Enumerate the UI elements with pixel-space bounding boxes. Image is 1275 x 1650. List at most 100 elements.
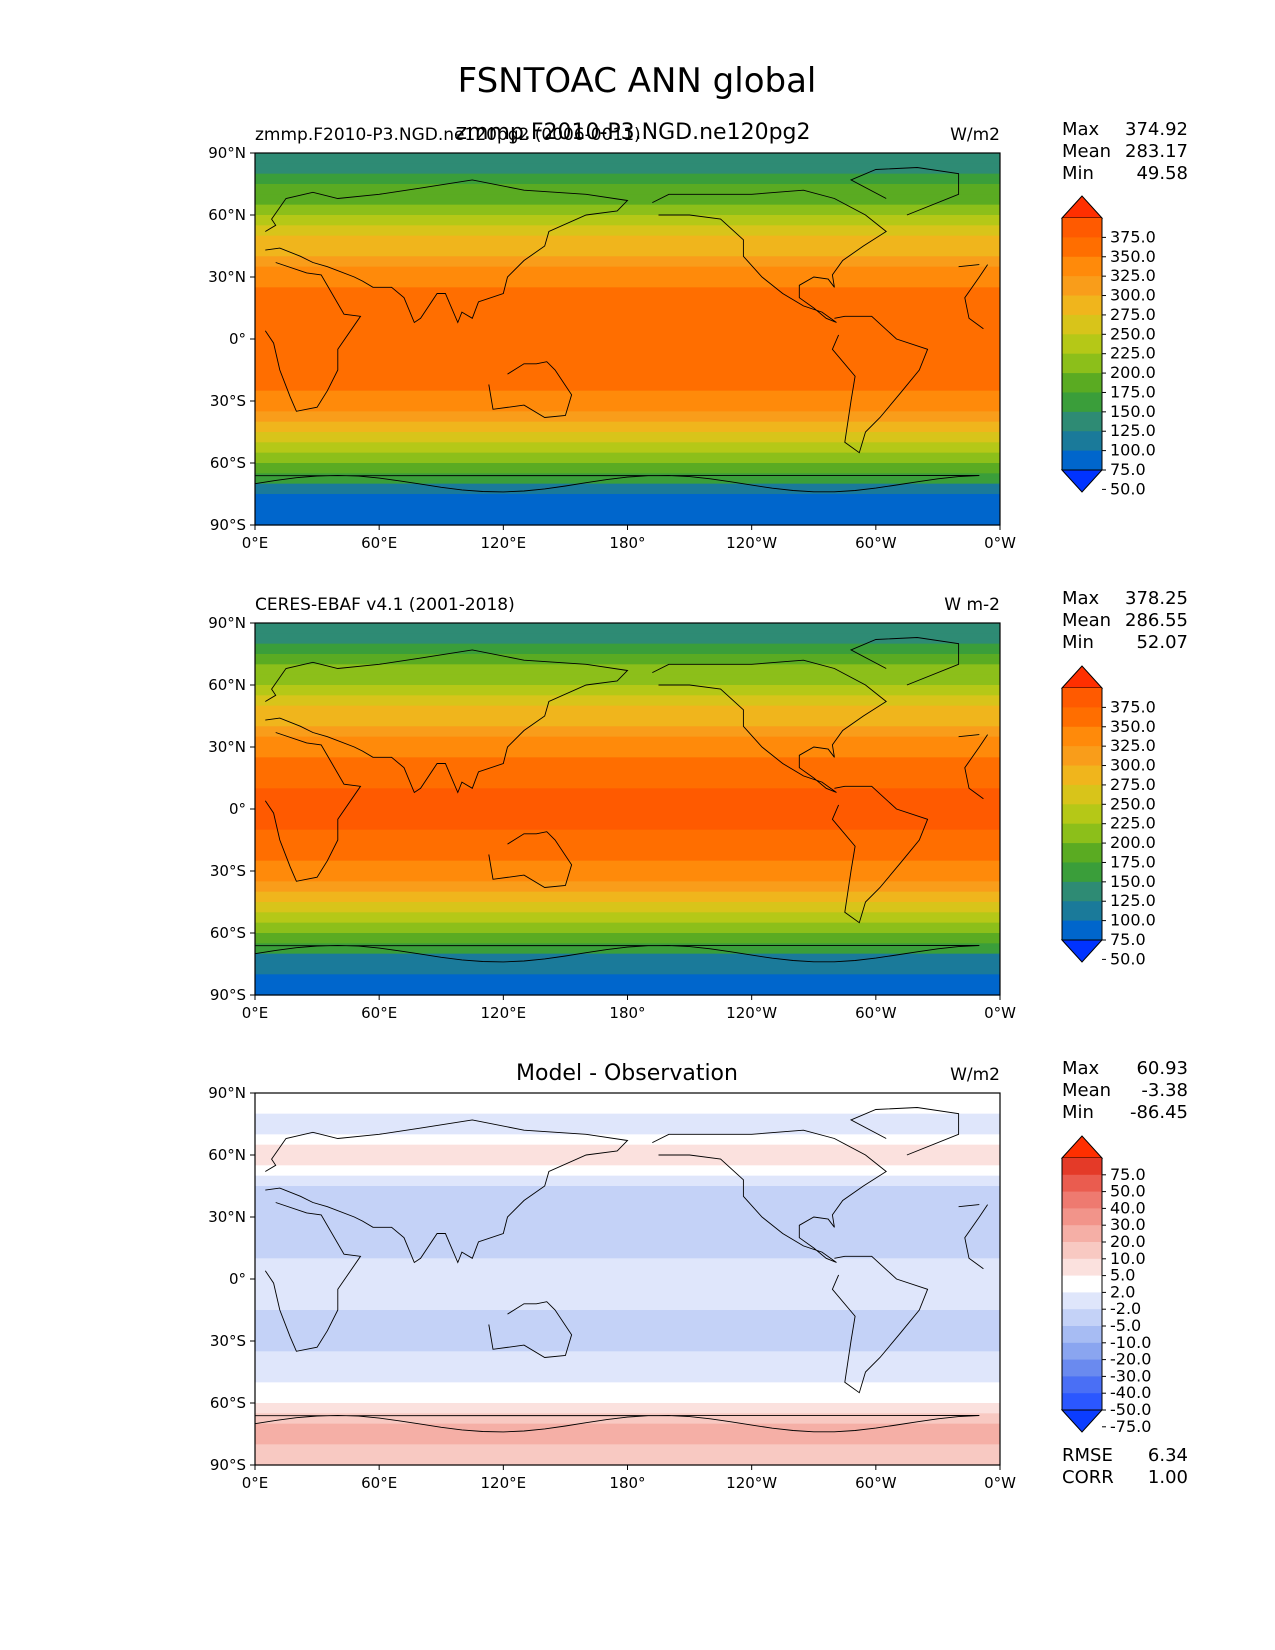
- heat-band: [255, 473, 1000, 485]
- x-tick-label: 120°W: [726, 534, 777, 552]
- colorbar-tick-label: 200.0: [1110, 363, 1156, 382]
- overlap-title: zmmp.F2010-P3.NGD.ne120pg2: [455, 120, 810, 145]
- x-tick-label: 120°W: [726, 1004, 777, 1022]
- colorbar-segment: [1062, 1158, 1102, 1176]
- coastline-2: [488, 1301, 573, 1358]
- heat-band: [255, 1444, 1000, 1456]
- colorbar-segment: [1062, 726, 1102, 747]
- panel-obs-stat-max-label: Max: [1062, 588, 1100, 609]
- heat-band: [255, 984, 1000, 996]
- colorbar-segment: [1062, 901, 1102, 922]
- coastline-1: [265, 1119, 629, 1264]
- heat-band: [255, 494, 1000, 505]
- panel-obs-units: W m-2: [944, 595, 1000, 615]
- heat-band: [255, 840, 1000, 851]
- heat-band: [255, 633, 1000, 645]
- y-tick-label: 90°S: [210, 986, 246, 1004]
- heat-band: [255, 287, 1000, 299]
- coastline-0: [264, 262, 988, 412]
- heat-band: [255, 411, 1000, 423]
- map-panel-2: 90°N 60°N 30°N 0° 30°S 60°S 90°S0°E 60°E 120°E 18…: [208, 1084, 1016, 1492]
- panel-obs-stat-mean-value: 286.55: [1125, 610, 1188, 631]
- colorbar-segment: [1062, 1393, 1102, 1411]
- heat-band: [255, 705, 1000, 717]
- colorbar-segment: [1062, 256, 1102, 277]
- map-panel-0: 90°N 60°N 30°N 0° 30°S 60°S 90°S0°E 60°E 120°E 18…: [208, 144, 1016, 552]
- colorbar-tick-label: 200.0: [1110, 833, 1156, 852]
- colorbar-segment: [1062, 804, 1102, 825]
- heat-band: [255, 1093, 1000, 1104]
- y-tick-label: 30°S: [210, 392, 246, 410]
- heat-band: [255, 1268, 1000, 1280]
- y-tick-label: 30°N: [208, 1208, 246, 1226]
- y-tick-label: 0°: [229, 330, 246, 348]
- colorbar-tick-label: 20.0: [1110, 1232, 1146, 1251]
- coastline-0: [264, 732, 988, 882]
- heat-band: [255, 1392, 1000, 1404]
- heat-band: [255, 1413, 1000, 1425]
- colorbar-segment: [1062, 450, 1102, 471]
- panel-diff-corr-label: CORR: [1062, 1467, 1114, 1488]
- colorbar-segment: [1062, 843, 1102, 863]
- colorbar-segment: [1062, 862, 1102, 883]
- heat-band: [255, 318, 1000, 330]
- heat-band: [255, 860, 1000, 872]
- coastline-5: [849, 1107, 960, 1156]
- x-tick-label: 0°E: [242, 1004, 269, 1022]
- heat-band: [255, 788, 1000, 800]
- heat-band: [255, 736, 1000, 748]
- heat-band: [255, 277, 1000, 288]
- heat-band: [255, 432, 1000, 443]
- heat-band: [255, 1372, 1000, 1383]
- colorbar-segment: [1062, 1342, 1102, 1360]
- coastline-1: [265, 179, 629, 324]
- heat-band: [255, 767, 1000, 779]
- colorbar-tick-label: 40.0: [1110, 1198, 1146, 1217]
- panel-model-stat-min-label: Min: [1062, 163, 1094, 184]
- colorbar-tick-label: 250.0: [1110, 794, 1156, 813]
- heat-band: [255, 974, 1000, 986]
- colorbar-segment: [1062, 1208, 1102, 1226]
- heat-band: [255, 463, 1000, 474]
- coastline-0: [264, 1202, 988, 1352]
- colorbar-tick-label: 350.0: [1110, 247, 1156, 266]
- panel-model: zmmp.F2010-P3.NGD.ne120pg2 (0006-0011) W…: [255, 119, 1188, 184]
- colorbar-segment: [1062, 1359, 1102, 1377]
- x-tick-label: 180°: [609, 534, 645, 552]
- heat-band: [255, 1258, 1000, 1270]
- heat-band: [255, 798, 1000, 810]
- heat-band: [255, 726, 1000, 738]
- heat-band: [255, 184, 1000, 195]
- panel-model-stat-max-value: 374.92: [1125, 119, 1188, 140]
- colorbar-tick-label: -30.0: [1110, 1366, 1151, 1385]
- colorbar-tick-label: 10.0: [1110, 1249, 1146, 1268]
- figure-suptitle: FSNTOAC ANN global: [458, 61, 817, 101]
- colorbar-tick-label: 50.0: [1110, 479, 1146, 498]
- heat-band: [255, 757, 1000, 769]
- heat-band: [255, 1454, 1000, 1466]
- heat-band: [255, 891, 1000, 903]
- coastline-1: [265, 649, 629, 794]
- y-tick-label: 30°S: [210, 862, 246, 880]
- colorbar-segment: [1062, 1174, 1102, 1192]
- colorbar-tick-label: -40.0: [1110, 1383, 1151, 1402]
- colorbar-segment: [1062, 746, 1102, 766]
- coastline-2: [488, 361, 573, 418]
- heat-band: [255, 623, 1000, 634]
- heat-band: [255, 266, 1000, 278]
- heat-band: [255, 215, 1000, 226]
- panel-model-stat-min-value: 49.58: [1136, 163, 1188, 184]
- colorbar-tick-label: 75.0: [1110, 460, 1146, 479]
- colorbar-tick-label: 75.0: [1110, 930, 1146, 949]
- colorbar-segment: [1062, 237, 1102, 258]
- colorbar-segment: [1062, 431, 1102, 452]
- heat-band: [255, 1351, 1000, 1363]
- colorbar-tick-label: 5.0: [1110, 1266, 1135, 1285]
- colorbar-segment: [1062, 920, 1102, 941]
- heat-band: [255, 1155, 1000, 1166]
- heat-band: [255, 1403, 1000, 1414]
- panel-diff-stat-mean-label: Mean: [1062, 1080, 1111, 1101]
- heat-band: [255, 1279, 1000, 1290]
- heat-band: [255, 1186, 1000, 1197]
- coastline-4: [831, 315, 929, 454]
